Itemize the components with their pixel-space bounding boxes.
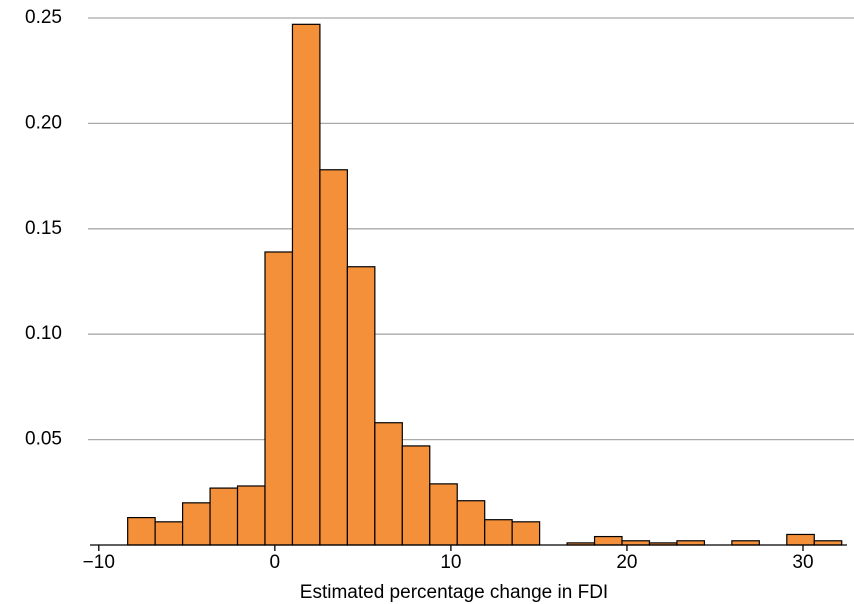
x-tick-label: 30 <box>792 552 813 573</box>
y-tick-label: 0.10 <box>25 323 62 344</box>
x-tick-label: 0 <box>270 552 281 573</box>
bar <box>264 251 294 546</box>
bar <box>484 519 513 546</box>
x-tick-label: −10 <box>83 552 115 573</box>
y-tick-label: 0.20 <box>25 112 62 133</box>
x-axis-label: Estimated percentage change in FDI <box>300 582 608 603</box>
bar <box>319 169 348 546</box>
bar <box>401 445 431 546</box>
bar <box>209 487 239 546</box>
y-tick-label: 0.15 <box>25 218 62 239</box>
x-tick-label: 20 <box>616 552 637 573</box>
bar <box>291 23 321 546</box>
y-tick-label: 0.25 <box>25 7 62 28</box>
bar <box>346 266 376 546</box>
bar <box>786 533 815 546</box>
bar <box>127 516 156 546</box>
bar <box>511 521 541 546</box>
bar <box>593 535 623 546</box>
bar <box>456 500 486 546</box>
bar <box>154 521 184 546</box>
x-tick-label: 10 <box>440 552 461 573</box>
bar <box>374 422 403 546</box>
bar <box>236 485 266 546</box>
bar <box>429 483 458 546</box>
y-tick-label: 0.05 <box>25 429 62 450</box>
bar <box>182 502 211 546</box>
